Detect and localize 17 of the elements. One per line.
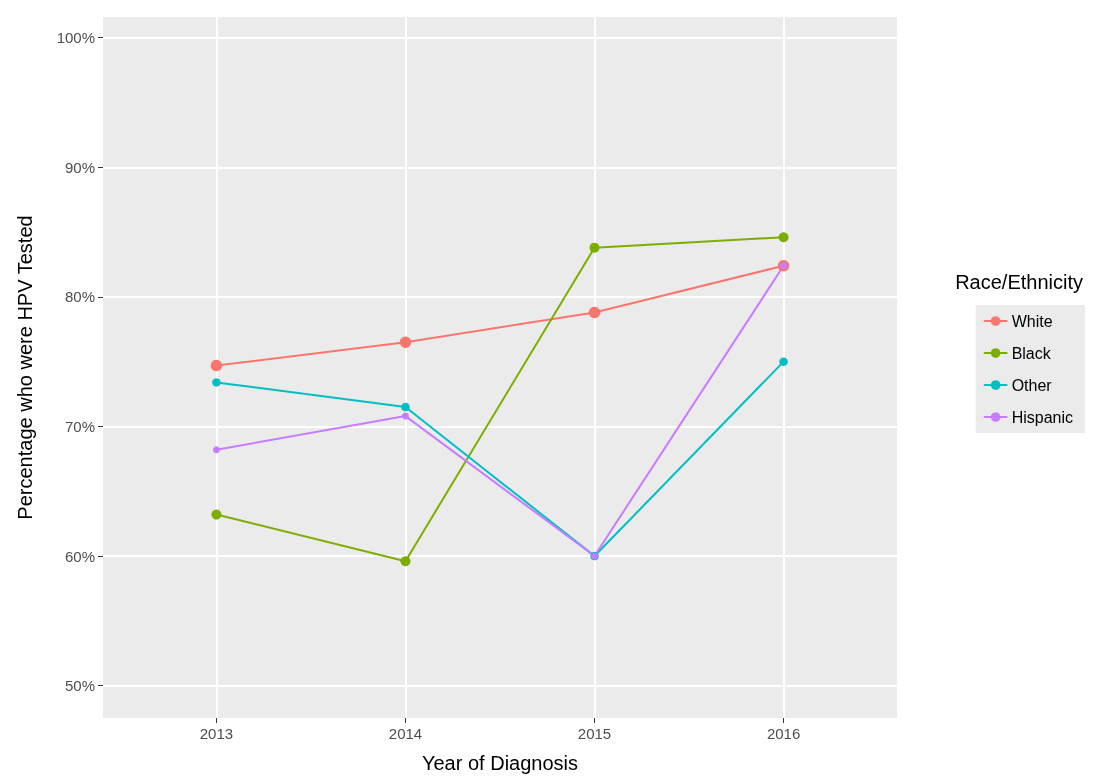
legend-title: Race/Ethnicity — [955, 271, 1084, 293]
x-axis-title: Year of Diagnosis — [421, 752, 579, 774]
y-axis-title: Percentage who were HPV Tested — [14, 215, 36, 520]
y-tick-label: 50% — [64, 677, 95, 695]
y-tick-label: 80% — [64, 288, 95, 306]
legend-label: Other — [1011, 376, 1053, 394]
y-tick-label: 70% — [64, 417, 95, 435]
legend-label: Black — [1011, 344, 1052, 362]
x-tick-label: 2013 — [199, 725, 234, 742]
y-tick-label: 100% — [56, 29, 95, 47]
x-tick-label: 2016 — [766, 725, 801, 742]
y-tick-label: 60% — [64, 547, 95, 565]
legend-label: White — [1011, 312, 1053, 330]
y-tick-label: 90% — [64, 158, 95, 176]
x-tick-label: 2015 — [577, 725, 612, 742]
x-tick-label: 2014 — [388, 725, 423, 742]
legend-label: Hispanic — [1011, 408, 1073, 426]
